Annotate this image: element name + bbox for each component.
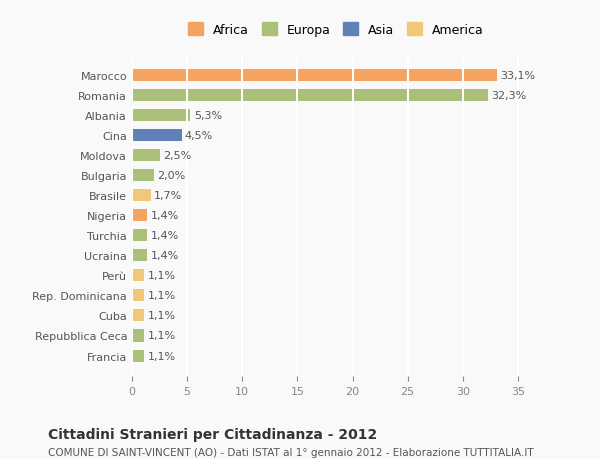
Text: 2,0%: 2,0% [157, 171, 185, 181]
Text: 4,5%: 4,5% [185, 131, 213, 141]
Legend: Africa, Europa, Asia, America: Africa, Europa, Asia, America [185, 20, 487, 41]
Bar [132, 190, 151, 202]
Bar [132, 250, 148, 262]
Text: Cittadini Stranieri per Cittadinanza - 2012: Cittadini Stranieri per Cittadinanza - 2… [48, 427, 377, 441]
Text: 1,1%: 1,1% [148, 311, 176, 321]
Bar [132, 90, 488, 102]
Text: 1,1%: 1,1% [148, 291, 176, 301]
Bar [132, 110, 190, 122]
Text: 33,1%: 33,1% [500, 71, 535, 81]
Bar [132, 170, 154, 182]
Text: 1,4%: 1,4% [151, 251, 179, 261]
Bar [132, 330, 144, 342]
Text: 1,7%: 1,7% [154, 191, 182, 201]
Bar [132, 290, 144, 302]
Bar [132, 150, 160, 162]
Text: COMUNE DI SAINT-VINCENT (AO) - Dati ISTAT al 1° gennaio 2012 - Elaborazione TUTT: COMUNE DI SAINT-VINCENT (AO) - Dati ISTA… [48, 448, 533, 458]
Bar [132, 210, 148, 222]
Bar [132, 70, 497, 82]
Text: 1,4%: 1,4% [151, 211, 179, 221]
Text: 32,3%: 32,3% [491, 91, 527, 101]
Text: 1,1%: 1,1% [148, 271, 176, 281]
Bar [132, 310, 144, 322]
Text: 1,1%: 1,1% [148, 331, 176, 341]
Text: 2,5%: 2,5% [163, 151, 191, 161]
Bar [132, 130, 182, 142]
Text: 1,4%: 1,4% [151, 231, 179, 241]
Text: 1,1%: 1,1% [148, 351, 176, 361]
Bar [132, 350, 144, 362]
Text: 5,3%: 5,3% [194, 111, 222, 121]
Bar [132, 270, 144, 282]
Bar [132, 230, 148, 242]
